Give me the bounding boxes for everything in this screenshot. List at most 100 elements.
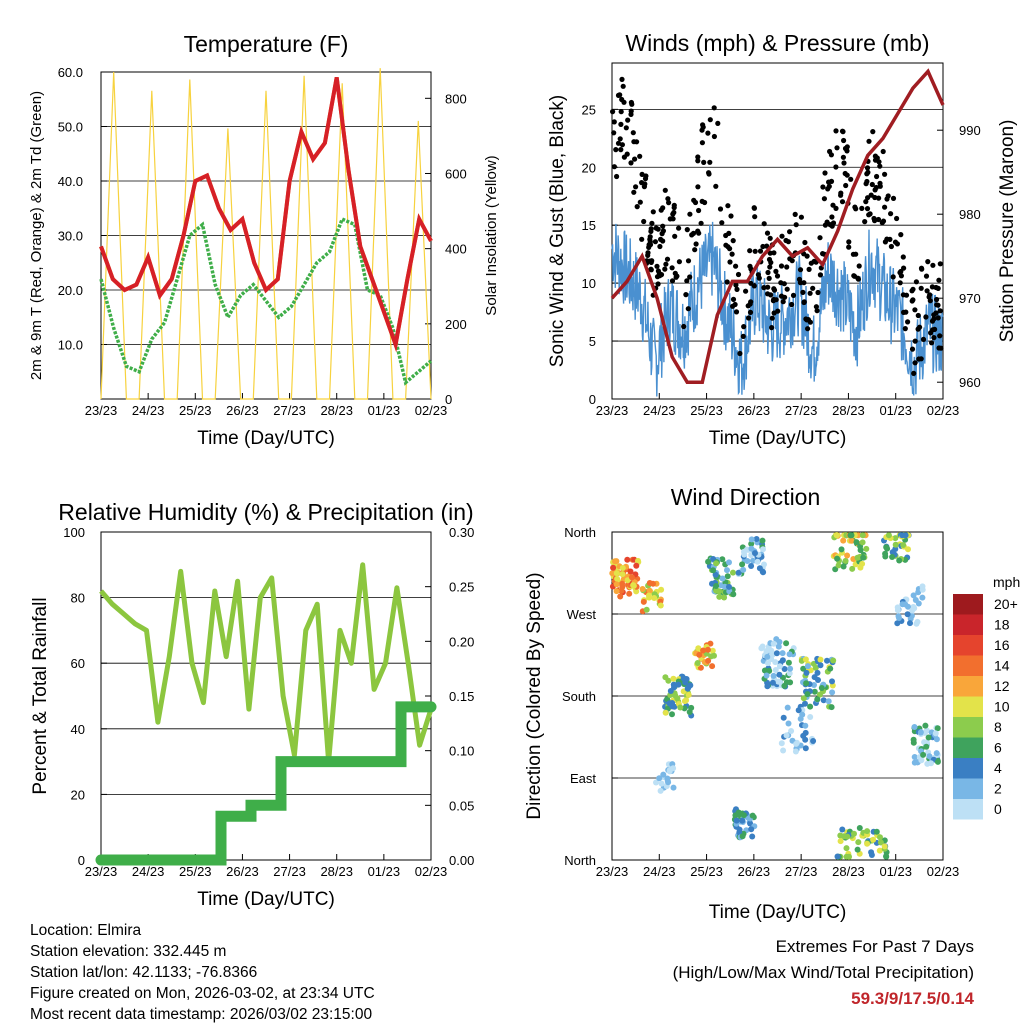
direction-dot (669, 711, 675, 718)
temp-2m-line (99, 77, 433, 353)
direction-dot (713, 587, 720, 594)
direction-dot (665, 779, 672, 786)
gust-dot (768, 292, 774, 298)
direction-dot (724, 567, 730, 574)
direction-dot (883, 853, 890, 860)
gust-dot (700, 122, 706, 128)
gust-dot (822, 222, 829, 228)
temperature-y2tick-label: 600 (445, 166, 467, 181)
direction-dot (818, 685, 825, 691)
direction-dot (766, 667, 773, 674)
direction-dot (763, 672, 770, 679)
dewpoint-line (99, 216, 433, 386)
gust-dot (628, 99, 635, 106)
precip-line (95, 701, 437, 866)
direction-dot (709, 647, 716, 654)
winds-panel: 23/23 24/23 25/23 26/23 27/23 28/23 01/23 02/23… (547, 30, 1018, 449)
extremes-subtitle: (High/Low/Max Wind/Total Precipitation) (672, 963, 974, 982)
gust-dot (706, 170, 712, 176)
gust-dot (647, 239, 653, 245)
winds-ytick-label: 20 (582, 160, 596, 175)
direction-dot (923, 743, 930, 750)
direction-dot (709, 663, 716, 670)
gust-dot (911, 370, 917, 376)
gust-dot (815, 289, 821, 296)
gust-dot (851, 273, 857, 279)
direction-dot (759, 643, 766, 650)
gust-dot (862, 219, 868, 225)
direction-dot (911, 605, 918, 612)
direction-dot (892, 541, 899, 548)
direction-dot (786, 651, 793, 658)
direction-dot (770, 640, 777, 647)
direction-dot (788, 728, 795, 734)
direction-dot (783, 732, 790, 739)
gust-dot (890, 274, 896, 280)
temperature-xtick-label: 02/23 (415, 403, 448, 418)
gust-dot (670, 211, 676, 217)
gust-dot (790, 292, 797, 298)
extremes-values: 59.3/9/17.5/0.14 (851, 989, 974, 1008)
humidity-ytick-label: 80 (71, 591, 85, 606)
gust-dot (654, 263, 660, 269)
winds-y2label: Station Pressure (Maroon) (997, 120, 1018, 343)
gust-dot (619, 96, 625, 103)
gust-dot (902, 326, 908, 332)
gust-dot (648, 267, 654, 273)
gust-dot (807, 290, 813, 296)
gust-dot (662, 187, 668, 193)
gust-dot (800, 289, 806, 295)
gust-dot (699, 127, 705, 133)
temperature-xtick-label: 28/23 (320, 403, 353, 418)
gust-dot (784, 286, 790, 292)
gust-dot (641, 218, 647, 225)
gust-dot (740, 333, 746, 339)
direction-dot (739, 833, 746, 840)
legend-swatch (953, 676, 983, 697)
direction-dot (834, 555, 841, 562)
gust-dot (912, 360, 918, 366)
gust-dot (639, 236, 645, 242)
direction-dot (860, 554, 867, 561)
gust-dot (619, 76, 625, 82)
direction-dot (785, 720, 792, 727)
gust-dot (778, 293, 785, 299)
gust-dot (930, 262, 936, 268)
gust-dot (757, 248, 764, 254)
gust-dot (730, 238, 736, 244)
direction-dot (811, 674, 818, 681)
direction-dot (629, 574, 635, 581)
direction-dot (735, 809, 742, 816)
direction-dot (807, 667, 814, 674)
direction-dot (920, 751, 927, 758)
gust-dot (695, 184, 701, 190)
gust-dot (780, 299, 786, 305)
gust-dot (727, 246, 733, 252)
direction-dot (907, 620, 913, 627)
direction-dot (911, 754, 918, 760)
gust-dot (927, 292, 933, 298)
gust-dot (787, 229, 793, 235)
gust-dot (650, 209, 656, 215)
direction-dot (635, 557, 641, 564)
wind-direction-xlabel: Time (Day/UTC) (709, 902, 847, 923)
direction-dot (633, 588, 640, 595)
gust-dot (833, 128, 839, 134)
direction-dot (643, 606, 650, 613)
gust-dot (856, 263, 862, 269)
direction-dot (724, 573, 731, 580)
gust-dot (828, 152, 835, 158)
direction-dot (658, 586, 665, 593)
gust-dot (929, 340, 935, 346)
gust-dot (918, 285, 924, 291)
direction-dot (772, 667, 779, 673)
direction-dot (619, 571, 626, 578)
gust-dot (882, 171, 888, 177)
direction-dot (787, 665, 794, 672)
gust-dot (645, 250, 651, 256)
humidity-ylabel: Percent & Total Rainfall (30, 597, 51, 794)
direction-dot (700, 647, 707, 654)
direction-dot (670, 681, 677, 688)
legend-swatch (953, 758, 983, 779)
gust-dot (696, 230, 702, 236)
